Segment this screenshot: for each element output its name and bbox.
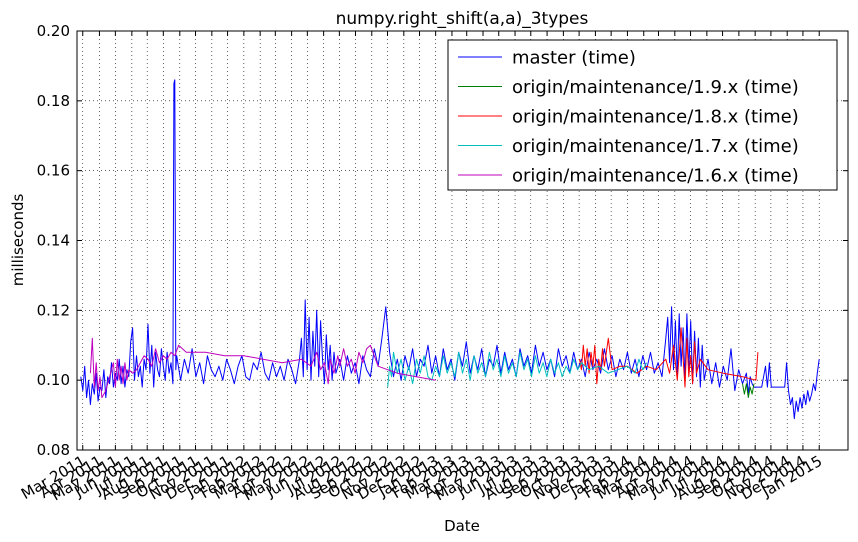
legend-entry: origin/maintenance/1.9.x (time) <box>512 77 799 98</box>
y-tick-label: 0.14 <box>37 232 70 250</box>
y-tick-label: 0.10 <box>37 371 70 389</box>
y-tick-label: 0.12 <box>37 301 70 319</box>
axis-ticks <box>77 30 848 451</box>
legend-entry: origin/maintenance/1.8.x (time) <box>512 107 799 128</box>
y-axis-label: milliseconds <box>9 194 27 287</box>
y-tick-label: 0.16 <box>37 162 70 180</box>
y-tick-label: 0.20 <box>37 22 70 40</box>
x-axis-label: Date <box>444 517 480 535</box>
series-line-2 <box>742 383 755 399</box>
series-layer <box>80 79 820 420</box>
series-line-5 <box>89 337 436 399</box>
legend-box <box>447 39 838 191</box>
series-line-3 <box>579 327 759 388</box>
y-tick-label: 0.18 <box>37 92 70 110</box>
y-tick-label: 0.08 <box>37 441 70 459</box>
legend-entry: origin/maintenance/1.7.x (time) <box>512 136 799 157</box>
legend: master (time) origin/maintenance/1.9.x (t… <box>447 39 838 191</box>
legend-entry: master (time) <box>512 48 636 69</box>
y-tick-labels: 0.08 0.10 0.12 0.14 0.16 0.18 0.20 <box>37 22 70 459</box>
grid-lines <box>77 31 848 450</box>
chart-title: numpy.right_shift(a,a)_3types <box>336 9 589 29</box>
legend-entry: origin/maintenance/1.6.x (time) <box>512 166 799 187</box>
series-line-4 <box>387 351 648 388</box>
